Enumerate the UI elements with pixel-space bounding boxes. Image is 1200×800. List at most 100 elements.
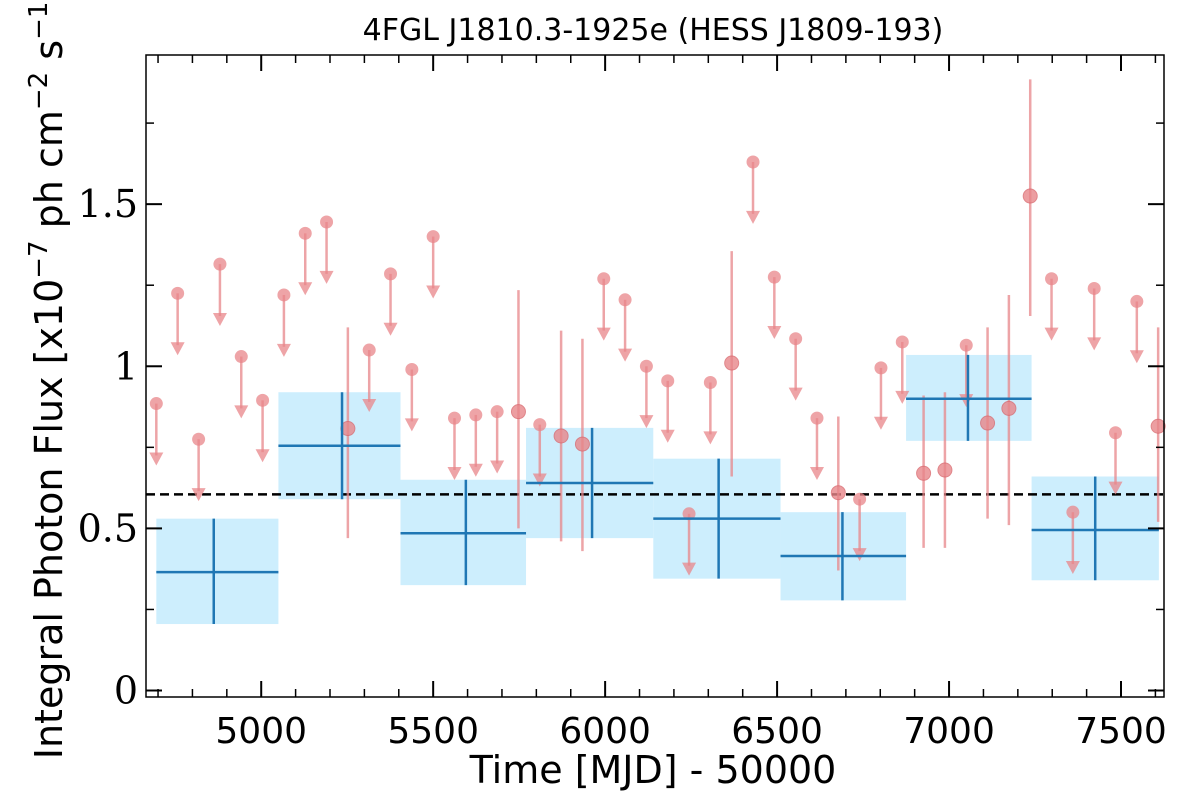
- upper-limit-arrow-25: [788, 387, 803, 401]
- x-tick-label-4: 7000: [903, 711, 995, 752]
- upper-limit-arrow-22: [703, 431, 718, 445]
- upper-limit-arrow-31: [1044, 327, 1059, 341]
- upper-limit-arrow-33: [1087, 337, 1102, 351]
- detection-point-6: [916, 465, 932, 481]
- upper-limit-arrow-9: [362, 398, 377, 412]
- y-axis-label-exp2: −2: [24, 72, 54, 110]
- detection-point-3: [574, 436, 590, 452]
- detection-point-4: [724, 355, 740, 371]
- upper-limit-point-35: [1130, 294, 1144, 308]
- upper-limit-point-14: [469, 408, 483, 422]
- upper-limit-arrow-20: [660, 429, 675, 443]
- upper-limit-point-28: [874, 361, 888, 375]
- upper-limit-arrow-0: [149, 452, 164, 466]
- x-tick-label-3: 6500: [731, 711, 823, 752]
- upper-limit-point-2: [192, 432, 206, 446]
- upper-limit-point-10: [384, 267, 398, 281]
- upper-limit-point-32: [1066, 505, 1080, 519]
- y-axis-label: Integral Photon Flux [x10−7 ph cm−2 s−1]: [24, 0, 71, 759]
- detection-point-7: [937, 462, 953, 478]
- upper-limit-point-8: [320, 215, 334, 229]
- upper-limit-arrow-10: [383, 322, 398, 336]
- upper-limit-arrow-32: [1065, 561, 1080, 575]
- y-tick-label-2: 1: [114, 344, 138, 388]
- y-axis-label-exp3: −1: [24, 2, 54, 40]
- x-tick-label-2: 6000: [559, 711, 651, 752]
- upper-limit-arrow-17: [596, 327, 611, 341]
- y-axis-label-end: ]: [27, 0, 71, 2]
- detection-point-9: [1001, 400, 1017, 416]
- plot-frame: [145, 54, 1165, 698]
- y-axis-label-mid: ph cm: [27, 110, 71, 240]
- upper-limit-arrow-14: [468, 463, 483, 477]
- upper-limit-arrow-4: [234, 405, 249, 419]
- upper-limit-point-3: [213, 257, 227, 271]
- y-tick-label-1: 0.5: [78, 506, 138, 550]
- y-axis-label-main: Integral Photon Flux [x10: [27, 279, 71, 760]
- upper-limit-point-11: [405, 363, 419, 377]
- upper-limit-point-5: [256, 393, 270, 407]
- y-tick-label-3: 1.5: [78, 182, 138, 226]
- upper-limit-point-19: [639, 359, 653, 373]
- upper-limit-arrow-8: [319, 270, 334, 284]
- upper-limit-arrow-27: [852, 548, 867, 562]
- y-axis-label-mid2: s: [27, 40, 71, 72]
- x-tick-label-5: 7500: [1075, 711, 1167, 752]
- upper-limit-point-29: [895, 335, 909, 349]
- upper-limit-point-1: [171, 286, 185, 300]
- upper-limit-point-12: [426, 230, 440, 244]
- upper-limit-arrow-1: [170, 342, 185, 356]
- upper-limit-point-4: [234, 350, 248, 364]
- y-tick-label-0: 0: [114, 669, 138, 713]
- upper-limit-arrow-28: [873, 416, 888, 430]
- upper-limit-arrow-3: [212, 313, 227, 327]
- upper-limit-arrow-30: [959, 394, 974, 408]
- upper-limit-point-13: [447, 411, 461, 425]
- upper-limit-point-16: [533, 418, 547, 432]
- upper-limit-point-9: [362, 343, 376, 357]
- upper-limit-arrow-2: [191, 488, 206, 502]
- upper-limit-arrow-34: [1108, 481, 1123, 495]
- upper-limit-point-27: [853, 492, 867, 506]
- detection-point-8: [980, 415, 996, 431]
- upper-limit-point-25: [789, 332, 803, 346]
- x-tick-label-1: 5500: [387, 711, 479, 752]
- upper-limit-arrow-26: [809, 467, 824, 481]
- detection-point-10: [1022, 188, 1038, 204]
- upper-limit-point-24: [767, 270, 781, 284]
- upper-limit-arrow-7: [298, 282, 313, 296]
- upper-limit-point-23: [746, 155, 760, 169]
- upper-limit-point-34: [1109, 426, 1123, 440]
- upper-limit-point-0: [149, 397, 163, 411]
- detection-point-11: [1150, 418, 1166, 434]
- upper-limit-arrow-11: [404, 418, 419, 432]
- upper-limit-point-26: [810, 411, 824, 425]
- upper-limit-point-6: [277, 288, 291, 302]
- upper-limit-arrow-21: [682, 562, 697, 576]
- upper-limit-arrow-12: [426, 285, 441, 299]
- x-tick-label-0: 5000: [215, 711, 307, 752]
- y-axis-label-exp1: −7: [24, 240, 54, 278]
- upper-limit-point-33: [1087, 281, 1101, 295]
- upper-limit-point-7: [298, 226, 312, 240]
- upper-limit-arrow-24: [767, 325, 782, 339]
- upper-limit-arrow-19: [639, 415, 654, 429]
- upper-limit-arrow-16: [532, 473, 547, 487]
- upper-limit-arrow-23: [746, 210, 761, 224]
- upper-limit-point-18: [618, 293, 632, 307]
- upper-limit-point-31: [1045, 272, 1059, 286]
- upper-limit-arrow-15: [490, 460, 505, 474]
- upper-limit-arrow-29: [895, 390, 910, 404]
- upper-limit-point-21: [682, 507, 696, 521]
- upper-limit-arrow-6: [276, 343, 291, 357]
- detection-point-5: [830, 485, 846, 501]
- detection-point-2: [553, 428, 569, 444]
- detection-point-1: [510, 404, 526, 420]
- x-axis-label: Time [MJD] - 50000: [469, 748, 837, 792]
- upper-limit-point-17: [597, 272, 611, 286]
- upper-limit-point-20: [661, 374, 675, 388]
- upper-limit-point-30: [959, 338, 973, 352]
- upper-limit-arrow-18: [618, 348, 633, 362]
- upper-limit-arrow-35: [1129, 350, 1144, 364]
